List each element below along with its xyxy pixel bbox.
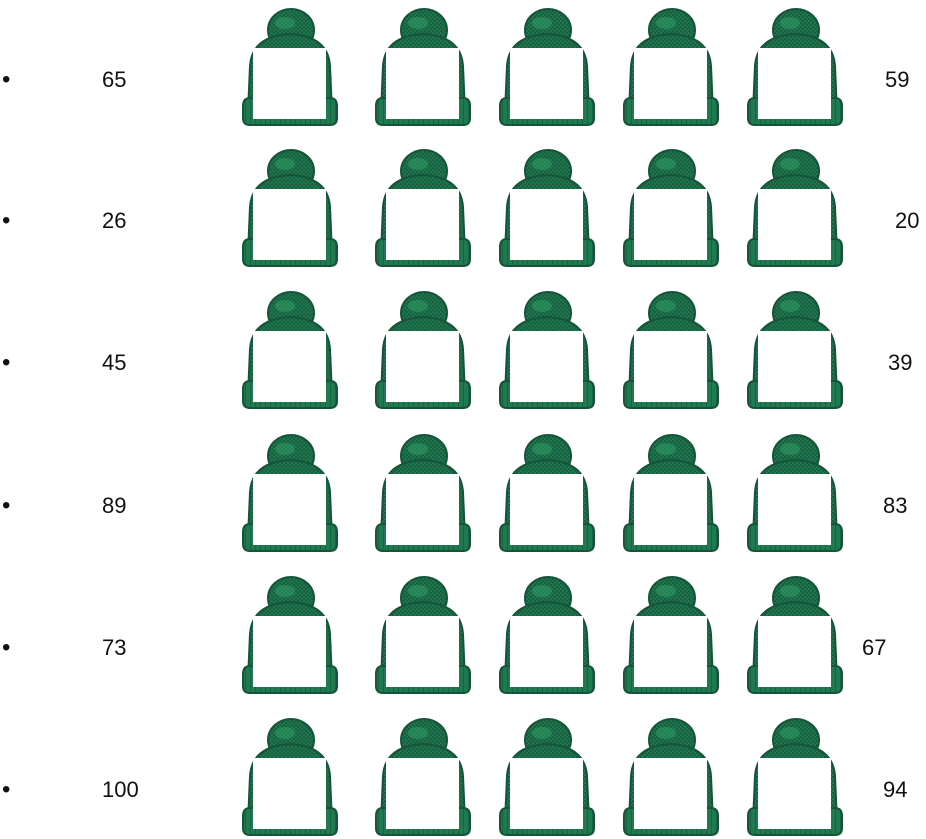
knit-beanie-icon [745, 432, 843, 554]
knit-beanie-icon [240, 716, 338, 838]
answer-box[interactable] [634, 616, 707, 687]
worksheet-row: • 26 [0, 147, 926, 269]
answer-box[interactable] [758, 758, 831, 829]
bullet: • [2, 66, 11, 93]
worksheet-row: • 100 [0, 716, 926, 838]
answer-box[interactable] [634, 758, 707, 829]
end-number: 94 [883, 777, 908, 802]
answer-box[interactable] [253, 331, 326, 402]
answer-box[interactable] [758, 189, 831, 260]
knit-beanie-icon [745, 716, 843, 838]
answer-box[interactable] [510, 331, 583, 402]
knit-beanie-icon [745, 147, 843, 269]
answer-box[interactable] [634, 331, 707, 402]
end-number: 67 [862, 635, 887, 660]
start-number: 65 [102, 67, 127, 92]
knit-beanie-icon [240, 432, 338, 554]
answer-box[interactable] [253, 758, 326, 829]
knit-beanie-icon [621, 716, 719, 838]
worksheet-row: • 45 [0, 289, 926, 411]
answer-box[interactable] [758, 474, 831, 545]
knit-beanie-icon [373, 574, 471, 696]
bullet: • [2, 776, 11, 803]
answer-box[interactable] [253, 616, 326, 687]
knit-beanie-icon [745, 289, 843, 411]
knit-beanie-icon [745, 574, 843, 696]
knit-beanie-icon [497, 289, 595, 411]
answer-box[interactable] [386, 474, 459, 545]
answer-box[interactable] [386, 616, 459, 687]
knit-beanie-icon [373, 6, 471, 128]
worksheet-row: • 73 [0, 574, 926, 696]
answer-box[interactable] [386, 189, 459, 260]
answer-box[interactable] [510, 758, 583, 829]
answer-box[interactable] [634, 474, 707, 545]
answer-box[interactable] [758, 331, 831, 402]
answer-box[interactable] [758, 616, 831, 687]
answer-box[interactable] [386, 48, 459, 119]
knit-beanie-icon [240, 147, 338, 269]
knit-beanie-icon [497, 6, 595, 128]
start-number: 26 [102, 208, 127, 233]
start-number: 73 [102, 635, 127, 660]
knit-beanie-icon [621, 147, 719, 269]
bullet: • [2, 634, 11, 661]
start-number: 89 [102, 493, 127, 518]
knit-beanie-icon [497, 574, 595, 696]
knit-beanie-icon [373, 716, 471, 838]
answer-box[interactable] [758, 48, 831, 119]
end-number: 83 [883, 493, 908, 518]
answer-box[interactable] [510, 48, 583, 119]
answer-box[interactable] [253, 474, 326, 545]
answer-box[interactable] [386, 758, 459, 829]
start-number: 45 [102, 350, 127, 375]
bullet: • [2, 492, 11, 519]
answer-box[interactable] [510, 189, 583, 260]
knit-beanie-icon [373, 147, 471, 269]
knit-beanie-icon [497, 147, 595, 269]
end-number: 39 [888, 350, 913, 375]
knit-beanie-icon [497, 716, 595, 838]
answer-box[interactable] [510, 474, 583, 545]
start-number: 100 [102, 777, 139, 802]
knit-beanie-icon [497, 432, 595, 554]
answer-box[interactable] [386, 331, 459, 402]
answer-box[interactable] [510, 616, 583, 687]
bullet: • [2, 207, 11, 234]
knit-beanie-icon [373, 289, 471, 411]
knit-beanie-icon [621, 574, 719, 696]
knit-beanie-icon [621, 6, 719, 128]
worksheet-row: • 89 [0, 432, 926, 554]
end-number: 20 [895, 208, 920, 233]
answer-box[interactable] [634, 189, 707, 260]
knit-beanie-icon [240, 6, 338, 128]
answer-box[interactable] [634, 48, 707, 119]
bullet: • [2, 349, 11, 376]
worksheet-row: • 65 [0, 6, 926, 128]
knit-beanie-icon [621, 432, 719, 554]
knit-beanie-icon [621, 289, 719, 411]
knit-beanie-icon [745, 6, 843, 128]
answer-box[interactable] [253, 189, 326, 260]
knit-beanie-icon [240, 289, 338, 411]
end-number: 59 [885, 67, 910, 92]
answer-box[interactable] [253, 48, 326, 119]
knit-beanie-icon [240, 574, 338, 696]
knit-beanie-icon [373, 432, 471, 554]
